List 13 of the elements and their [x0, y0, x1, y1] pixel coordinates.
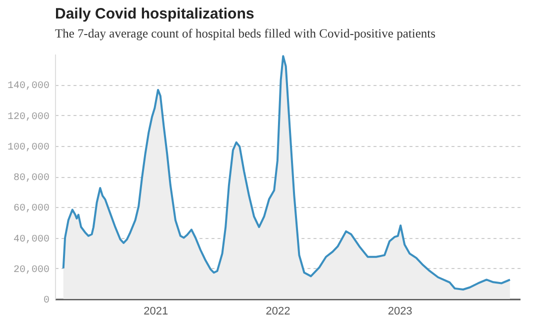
- y-tick-label: 60,000: [13, 204, 50, 215]
- y-tick-label: 100,000: [7, 142, 50, 154]
- x-tick-label: 2023: [388, 306, 412, 318]
- y-tick-label: 20,000: [13, 264, 50, 276]
- chart-subtitle: The 7-day average count of hospital beds filled with Covid-positive patients: [55, 26, 436, 40]
- y-tick-label: 140,000: [7, 81, 50, 92]
- x-tick-label: 2021: [144, 306, 168, 318]
- y-tick-label: 40,000: [13, 234, 50, 246]
- y-tick-label: 0: [43, 296, 50, 306]
- chart-title: Daily Covid hospitalizations: [55, 6, 254, 22]
- x-tick-label: 2022: [266, 306, 290, 318]
- y-tick-label: 120,000: [7, 112, 50, 123]
- y-tick-label: 80,000: [13, 173, 50, 184]
